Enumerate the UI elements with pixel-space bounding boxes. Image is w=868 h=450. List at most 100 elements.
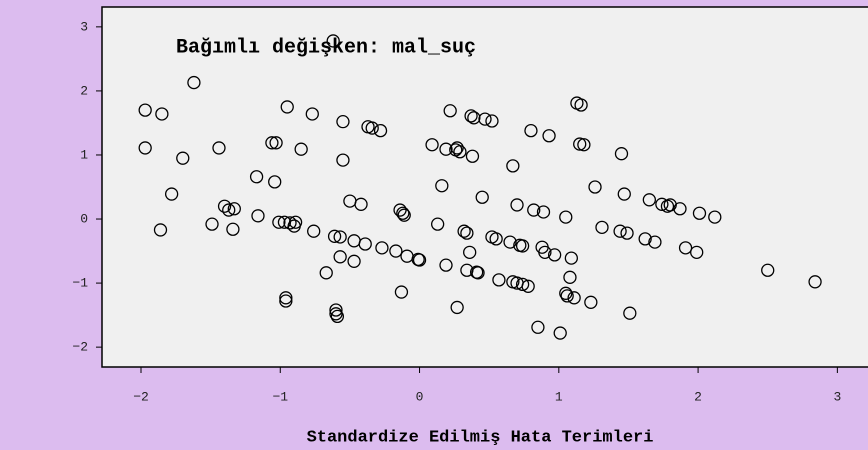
point: [164, 187, 179, 201]
point: [329, 307, 343, 321]
y-tick-label: −2: [72, 340, 88, 355]
point: [471, 266, 485, 280]
point: [614, 147, 629, 161]
point: [485, 114, 499, 128]
point: [319, 266, 333, 280]
point: [327, 229, 342, 243]
plot-area: [101, 6, 868, 368]
point: [560, 289, 574, 303]
point: [443, 104, 457, 118]
point: [465, 149, 480, 163]
point: [588, 180, 602, 194]
x-axis-label: Standardize Edilmiş Hata Terimleri: [307, 428, 654, 447]
point: [524, 123, 538, 138]
point: [305, 107, 319, 121]
point: [460, 226, 474, 240]
y-tick-label: 2: [80, 83, 88, 98]
point: [620, 226, 634, 240]
point: [251, 209, 265, 223]
point: [329, 303, 343, 317]
point: [567, 291, 581, 305]
point: [389, 244, 403, 258]
point: [617, 187, 631, 201]
point: [463, 245, 477, 259]
point: [269, 136, 283, 150]
point: [489, 232, 503, 246]
point: [573, 137, 587, 151]
y-tick-label: 1: [80, 147, 88, 162]
point: [673, 202, 687, 216]
point: [249, 170, 264, 184]
point: [595, 220, 609, 235]
point: [457, 224, 471, 238]
point: [478, 112, 492, 126]
point: [547, 248, 562, 262]
point: [450, 300, 464, 315]
point: [475, 190, 489, 204]
point: [559, 210, 573, 224]
point: [425, 138, 439, 152]
point: [279, 291, 293, 305]
point: [288, 215, 303, 229]
point: [347, 254, 361, 268]
point: [375, 241, 389, 255]
y-tick-label: 0: [80, 211, 88, 226]
point: [708, 210, 722, 224]
point: [279, 294, 293, 308]
point: [613, 224, 627, 238]
point: [294, 142, 308, 156]
point: [217, 199, 232, 213]
point: [521, 279, 535, 293]
point: [577, 138, 591, 152]
point: [559, 286, 573, 300]
x-tick-label: −1: [272, 389, 288, 404]
point: [808, 275, 822, 289]
point: [692, 206, 707, 220]
point: [265, 136, 279, 150]
x-tick-label: 3: [833, 389, 841, 404]
point: [358, 237, 372, 251]
point: [283, 216, 297, 230]
point: [439, 258, 453, 272]
point: [584, 295, 598, 309]
point: [563, 270, 577, 284]
x-tick-label: −2: [133, 389, 149, 404]
x-tick-label: 1: [555, 389, 563, 404]
point: [326, 34, 340, 48]
point: [333, 250, 347, 264]
x-tick-label: 2: [694, 389, 702, 404]
point: [439, 142, 453, 156]
point: [336, 115, 350, 129]
point: [227, 202, 241, 216]
point: [138, 141, 152, 155]
point: [333, 230, 347, 244]
point: [397, 208, 411, 222]
point: [222, 203, 236, 217]
point: [153, 223, 168, 237]
y-tick-label: 3: [80, 19, 88, 34]
point: [536, 205, 551, 219]
point: [365, 121, 379, 135]
point: [506, 159, 520, 173]
point: [354, 197, 368, 211]
chart-title: Bağımlı değişken: mal_suç: [176, 36, 476, 59]
point: [212, 141, 226, 155]
x-tick-label: 0: [416, 389, 424, 404]
point: [648, 235, 662, 249]
point: [155, 107, 169, 121]
point: [761, 263, 775, 277]
point: [396, 206, 410, 220]
point: [272, 215, 286, 229]
point: [412, 253, 427, 267]
point: [394, 285, 409, 299]
point: [542, 129, 556, 143]
point: [307, 224, 321, 238]
point: [574, 98, 588, 112]
point: [623, 306, 637, 320]
point: [515, 277, 530, 292]
point: [467, 111, 481, 125]
point: [538, 245, 552, 259]
point: [226, 222, 240, 236]
point: [430, 217, 445, 231]
point: [453, 145, 467, 159]
